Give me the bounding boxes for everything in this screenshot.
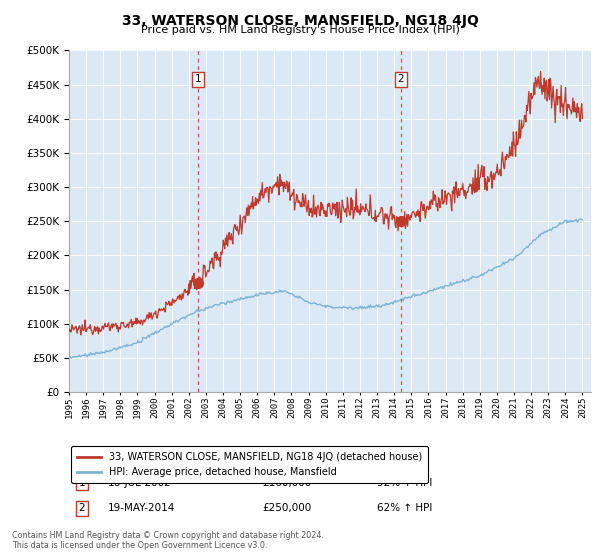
Text: 92% ↑ HPI: 92% ↑ HPI xyxy=(377,478,433,488)
Text: 1: 1 xyxy=(195,74,202,85)
Text: 16-JUL-2002: 16-JUL-2002 xyxy=(108,478,172,488)
Text: This data is licensed under the Open Government Licence v3.0.: This data is licensed under the Open Gov… xyxy=(12,541,268,550)
Text: Contains HM Land Registry data © Crown copyright and database right 2024.: Contains HM Land Registry data © Crown c… xyxy=(12,531,324,540)
Text: 62% ↑ HPI: 62% ↑ HPI xyxy=(377,503,433,513)
Text: Price paid vs. HM Land Registry's House Price Index (HPI): Price paid vs. HM Land Registry's House … xyxy=(140,25,460,35)
Text: 2: 2 xyxy=(397,74,404,85)
Bar xyxy=(198,50,401,392)
Text: 33, WATERSON CLOSE, MANSFIELD, NG18 4JQ: 33, WATERSON CLOSE, MANSFIELD, NG18 4JQ xyxy=(122,14,478,28)
Text: 19-MAY-2014: 19-MAY-2014 xyxy=(108,503,176,513)
Legend: 33, WATERSON CLOSE, MANSFIELD, NG18 4JQ (detached house), HPI: Average price, de: 33, WATERSON CLOSE, MANSFIELD, NG18 4JQ … xyxy=(71,446,428,483)
Text: £250,000: £250,000 xyxy=(262,503,311,513)
Text: 1: 1 xyxy=(79,478,85,488)
Text: £160,000: £160,000 xyxy=(262,478,311,488)
Text: 2: 2 xyxy=(79,503,85,513)
